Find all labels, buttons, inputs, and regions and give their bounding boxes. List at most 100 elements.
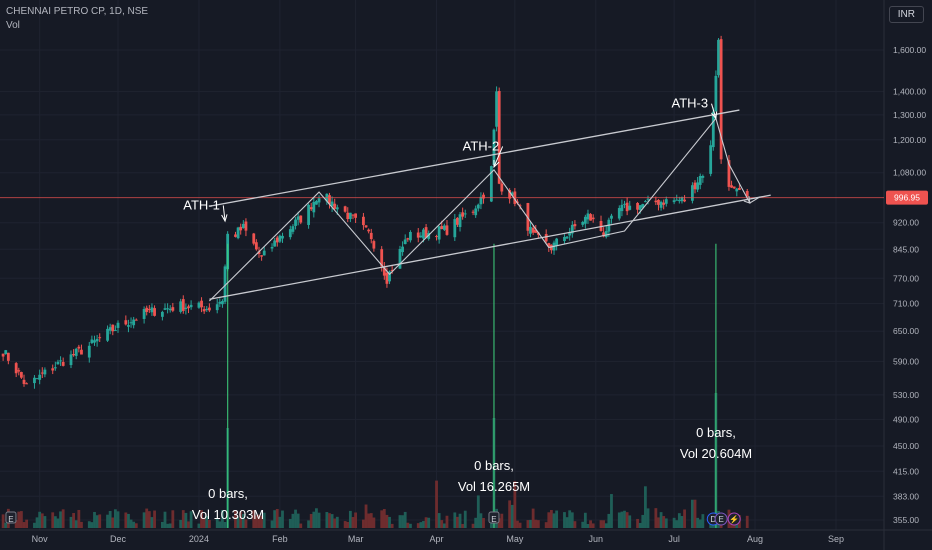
event-marker-label: D [710, 515, 716, 524]
volume-bar [516, 520, 519, 528]
volume-bar [508, 500, 512, 528]
time-axis-label: Apr [430, 534, 444, 544]
volume-bar [683, 509, 686, 528]
candle [424, 227, 428, 238]
candle [654, 200, 658, 203]
candle [453, 219, 457, 238]
volume-bar [586, 523, 590, 528]
volume-bar [179, 519, 183, 528]
price-axis-label: 1,300.00 [893, 110, 926, 120]
volume-bar [367, 513, 371, 528]
volume-bar [294, 509, 297, 528]
volume-bar [693, 499, 697, 528]
volume-bar [424, 517, 428, 528]
volume-label-value: Vol 20.604M [680, 446, 752, 461]
candle [482, 194, 485, 199]
candle [529, 226, 532, 234]
candle [288, 229, 292, 238]
candle [547, 243, 551, 247]
volume-bar [288, 518, 292, 528]
candle [17, 370, 21, 372]
candle [129, 322, 133, 324]
price-axis-label: 710.00 [893, 299, 919, 309]
candle [602, 232, 606, 237]
volume-bar [187, 521, 190, 528]
zigzag-line [208, 117, 761, 302]
candle [680, 197, 684, 202]
candle [124, 320, 128, 325]
candle [163, 308, 167, 310]
volume-bar [40, 513, 44, 528]
annotation-arrow [222, 205, 226, 222]
event-marker-label: ⚡ [729, 514, 739, 524]
candle [683, 199, 686, 202]
candle [422, 229, 425, 239]
price-axis-label: 415.00 [893, 466, 919, 476]
time-axis-label: Dec [110, 534, 127, 544]
volume-bar [529, 519, 532, 528]
time-axis-label: Aug [747, 534, 763, 544]
candle [168, 308, 172, 311]
candle [221, 301, 224, 305]
volume-bar [565, 517, 569, 528]
volume-bar [200, 510, 203, 528]
candle [550, 244, 553, 251]
candle [335, 207, 339, 210]
candle [87, 345, 91, 358]
candle [691, 185, 694, 201]
volume-bar [197, 523, 201, 528]
price-axis-label: 490.00 [893, 414, 919, 424]
volume-bar [696, 517, 700, 528]
volume-bar [510, 504, 514, 528]
candle [479, 196, 483, 205]
candle [132, 319, 136, 326]
volume-bar [453, 512, 457, 528]
volume-bar [591, 523, 595, 528]
candle [330, 201, 334, 207]
candle [299, 215, 303, 223]
candle [727, 160, 731, 187]
candle [113, 329, 117, 331]
volume-bar [479, 513, 483, 528]
volume-bar [406, 522, 410, 528]
candle [573, 224, 577, 227]
candle [657, 199, 660, 205]
volume-bar [364, 504, 368, 528]
volume-bar [108, 510, 112, 528]
candle [589, 214, 592, 221]
candle [745, 191, 749, 197]
volume-bar [72, 513, 76, 528]
candle [260, 255, 263, 257]
candle [672, 200, 676, 203]
candle [401, 246, 404, 253]
volume-bar [90, 522, 94, 528]
volume-bar [500, 513, 504, 528]
volume-bar [427, 517, 431, 528]
volume-bar [184, 512, 188, 528]
symbol-title: CHENNAI PETRO CP, 1D, NSE [6, 6, 149, 17]
volume-bar [19, 511, 23, 528]
volume-bar [299, 523, 303, 528]
volume-bar [270, 520, 274, 528]
candle [145, 307, 149, 312]
candle [244, 221, 248, 231]
candle [471, 211, 475, 213]
volume-bar [474, 517, 478, 528]
candle [33, 377, 36, 384]
candle [508, 190, 512, 199]
candle [604, 231, 608, 237]
volume-bar [166, 523, 170, 528]
time-axis-label: 2024 [189, 534, 209, 544]
candle [570, 224, 574, 234]
volume-bar [403, 511, 407, 528]
volume-bar [129, 519, 133, 528]
volume-bar [544, 522, 548, 528]
price-axis-label: 530.00 [893, 390, 919, 400]
volume-bar [691, 499, 694, 528]
volume-indicator-label[interactable]: Vol [6, 20, 20, 31]
currency-badge[interactable]: INR [888, 6, 924, 23]
volume-bar [25, 519, 29, 528]
candle [398, 248, 402, 269]
candle [497, 91, 501, 184]
